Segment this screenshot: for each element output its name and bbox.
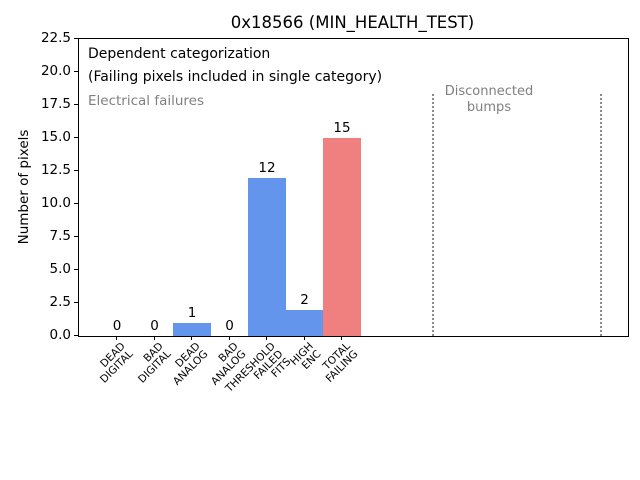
y-tick-label: 7.5: [49, 228, 71, 244]
bar: [323, 138, 361, 336]
y-tick-mark: [74, 104, 78, 105]
bar-value-label: 12: [258, 159, 276, 176]
y-tick-mark: [74, 170, 78, 171]
bar: [248, 177, 286, 336]
y-tick-label: 20.0: [40, 63, 71, 79]
bar-value-label: 0: [225, 318, 234, 334]
x-tick-mark: [153, 336, 155, 340]
annotation-dependent-categorization: Dependent categorization: [88, 46, 271, 62]
x-tick-mark: [341, 336, 342, 340]
x-tick-label: TOTAL FAILING: [320, 340, 361, 386]
y-tick-label: 12.5: [40, 162, 71, 178]
bar-value-label: 0: [150, 318, 159, 334]
y-tick-label: 5.0: [49, 261, 71, 277]
disconnected-region-separator-line: [600, 94, 602, 336]
x-tick-mark: [303, 336, 305, 340]
x-tick-mark: [191, 336, 192, 340]
bar-value-label: 0: [112, 318, 122, 334]
bar: [173, 322, 211, 336]
x-tick-label: DEAD DIGITAL: [98, 340, 136, 386]
y-tick-mark: [74, 236, 78, 237]
y-tick-label: 10.0: [40, 195, 71, 211]
y-tick-label: 15.0: [40, 129, 71, 145]
y-tick-label: 22.5: [40, 30, 71, 46]
x-tick-mark: [228, 336, 230, 340]
y-tick-label: 0.0: [49, 327, 71, 343]
bar-value-label: 2: [300, 291, 309, 308]
bar: [285, 309, 324, 336]
y-tick-mark: [74, 38, 78, 39]
y-tick-mark: [74, 203, 78, 204]
x-tick-label: DEAD ANALOG: [170, 340, 211, 388]
annotation-disconnected-bumps: Disconnected bumps: [444, 84, 534, 115]
plot-area: Dependent categorization (Failing pixels…: [78, 38, 629, 337]
chart-title: 0x18566 (MIN_HEALTH_TEST): [230, 13, 475, 32]
x-tick-mark: [116, 336, 117, 340]
annotation-single-category-note: (Failing pixels included in single categ…: [88, 69, 383, 85]
y-tick-mark: [74, 335, 78, 336]
bar-value-label: 1: [187, 304, 197, 321]
x-tick-label: BAD DIGITAL: [135, 340, 174, 386]
y-tick-mark: [74, 137, 78, 138]
y-tick-mark: [74, 269, 78, 270]
annotation-electrical-failures: Electrical failures: [88, 93, 205, 109]
disconnected-region-separator-line: [432, 94, 434, 336]
x-tick-mark: [266, 336, 267, 340]
bar-value-label: 15: [333, 120, 351, 136]
y-tick-mark: [74, 302, 78, 303]
y-tick-mark: [74, 71, 78, 72]
y-tick-label: 17.5: [40, 96, 71, 112]
y-tick-label: 2.5: [49, 294, 71, 310]
